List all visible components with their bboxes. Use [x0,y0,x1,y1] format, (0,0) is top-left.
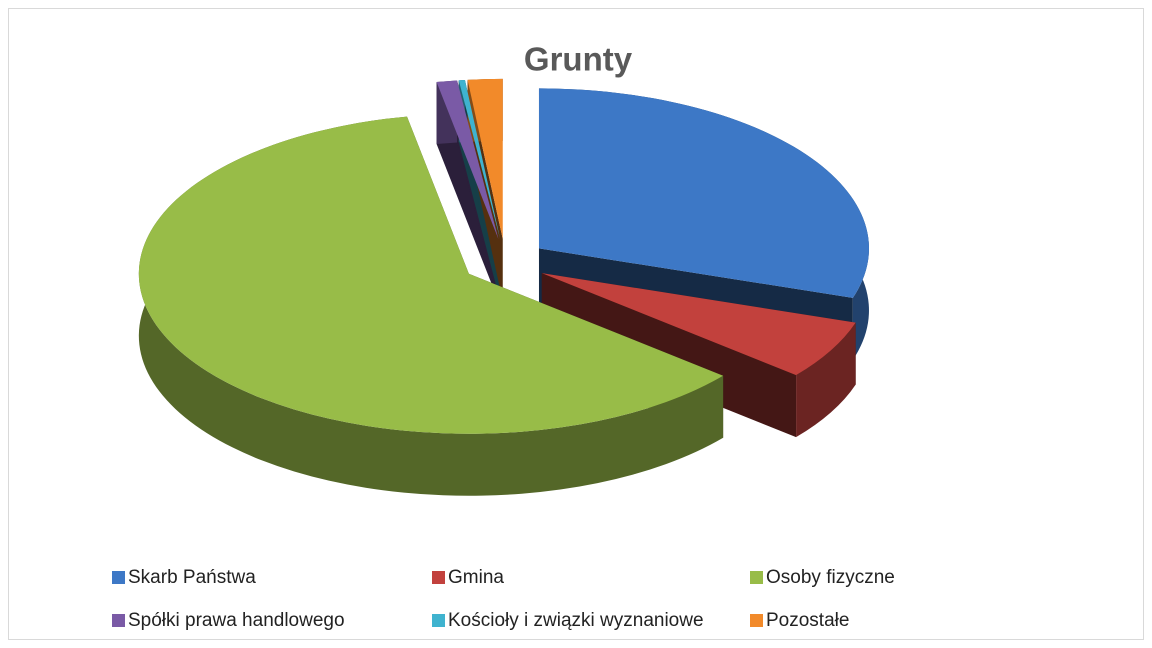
legend-swatch [112,614,125,627]
pie-slice [541,273,856,376]
legend-label: Skarb Państwa [128,567,256,588]
legend-swatch [432,571,445,584]
legend-swatch [750,571,763,584]
chart-title: Grunty [524,41,633,78]
pie-slice [138,116,724,434]
legend-swatch [432,614,445,627]
legend-label: Gmina [448,567,504,588]
legend-swatch [112,571,125,584]
slice-outer-side [138,116,724,496]
pie-slice [538,88,869,298]
legend-swatch [750,614,763,627]
legend-label: Kościoły i związki wyznaniowe [448,610,704,631]
legend-label: Spółki prawa handlowego [128,610,345,631]
pie-tops [138,78,869,434]
legend-label: Osoby fizyczne [766,567,895,588]
slice-outer-side [796,322,856,438]
pie-slice [436,80,499,240]
legend-label: Pozostałe [766,610,849,631]
pie-slice [467,78,503,239]
pie-slice [458,79,501,240]
